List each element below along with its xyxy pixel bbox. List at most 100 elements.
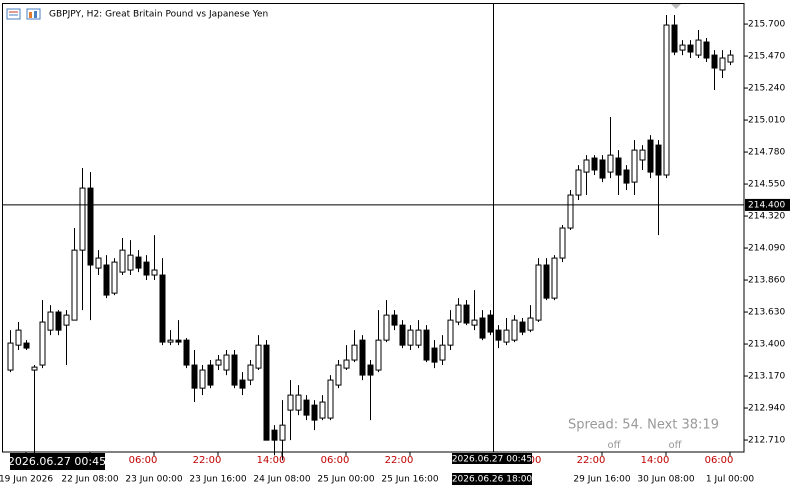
candle-body: [47, 311, 54, 331]
time-mark: 14:00: [257, 455, 286, 466]
candle-body: [479, 317, 486, 339]
candle-body: [623, 169, 630, 184]
candle-body: [207, 364, 214, 386]
candle-body: [727, 54, 734, 63]
candle-body: [311, 404, 318, 421]
candle-body: [407, 329, 414, 346]
candle-body: [711, 54, 718, 69]
candle-body: [327, 379, 334, 419]
candle-body: [183, 339, 190, 366]
candle-body: [583, 159, 590, 173]
time-mark: 06:00: [705, 455, 734, 466]
candle-body: [23, 342, 30, 349]
header-icons: [6, 8, 41, 20]
candle-body: [567, 194, 574, 229]
crosshair-time-label: 2026.06.26 18:00: [452, 475, 533, 485]
candle-body: [463, 304, 470, 324]
y-tick-label: 212.710: [748, 436, 785, 446]
status-flag: off: [607, 440, 621, 451]
icon: [26, 8, 41, 20]
candle-body: [399, 324, 406, 346]
time-mark: 22:00: [193, 455, 222, 466]
icon: [6, 8, 21, 20]
candle-body: [359, 339, 366, 376]
candle-body: [279, 424, 286, 441]
x-tick-label: 25 Jun 00:00: [317, 475, 374, 485]
candle-body: [351, 344, 358, 361]
y-tick-label: 215.010: [748, 116, 785, 126]
candle-body: [271, 429, 278, 441]
candle-body: [191, 364, 198, 389]
candle-body: [231, 354, 238, 386]
y-tick-label: 215.470: [748, 52, 785, 62]
time-mark: 06:00: [321, 455, 350, 466]
cursor-time-box: [452, 453, 532, 464]
candle-body: [151, 269, 158, 276]
candle-body: [575, 169, 582, 196]
candle-body: [63, 314, 70, 326]
y-tick-label: 213.400: [748, 340, 785, 350]
candle-body: [247, 364, 254, 381]
spread-info: Spread: 54. Next 38:19: [568, 418, 719, 433]
candle-body: [343, 359, 350, 369]
candle-body: [199, 369, 206, 389]
x-tick-label: 22 Jun 08:00: [61, 475, 118, 485]
candle-body: [167, 339, 174, 343]
y-tick-label: 214.090: [748, 244, 785, 254]
candle-body: [119, 249, 126, 273]
candle-body: [455, 304, 462, 323]
candle-body: [319, 401, 326, 419]
cursor-time-box: [10, 453, 105, 470]
candle-body: [591, 157, 598, 171]
y-tick-label: 213.860: [748, 276, 785, 286]
candle-body: [655, 144, 662, 176]
y-tick-label: 212.940: [748, 404, 785, 414]
y-tick-label: 215.240: [748, 84, 785, 94]
crosshair-price-box: [745, 198, 790, 211]
y-tick-label: 213.630: [748, 308, 785, 318]
candle-body: [87, 187, 94, 266]
candle-body: [431, 347, 438, 363]
candle-body: [631, 149, 638, 183]
candle-body: [615, 157, 622, 176]
candle-body: [223, 354, 230, 371]
candle-body: [375, 339, 382, 371]
time-mark: 22:00: [385, 455, 414, 466]
x-tick-label: 1 Jul 00:00: [706, 475, 755, 485]
x-tick-label: 24 Jun 08:00: [253, 475, 310, 485]
candle-body: [95, 257, 102, 269]
candle-body: [303, 399, 310, 416]
shift-marker: [671, 4, 681, 9]
candle-body: [527, 317, 534, 331]
status-flag: off: [668, 440, 682, 451]
candle-body: [551, 257, 558, 299]
y-tick-label: 215.700: [748, 20, 785, 30]
candle-body: [535, 264, 542, 321]
candle-body: [383, 314, 390, 341]
candle-body: [39, 321, 46, 366]
candle-body: [15, 329, 22, 346]
candle-body: [391, 314, 398, 326]
y-tick-label: 214.550: [748, 180, 785, 190]
candle-body: [439, 344, 446, 361]
candle-body: [607, 154, 614, 173]
chart-title: GBPJPY, H2: Great Britain Pound vs Japan…: [49, 10, 268, 20]
y-tick-label: 214.320: [748, 212, 785, 222]
candle-body: [215, 359, 222, 366]
candle-body: [159, 274, 166, 343]
candle-body: [143, 261, 150, 276]
candle-body: [103, 264, 110, 296]
x-tick-label: 23 Jun 00:00: [125, 475, 182, 485]
candle-body: [719, 57, 726, 71]
candle-body: [79, 187, 86, 251]
candle-body: [71, 249, 78, 321]
candle-body: [111, 261, 118, 294]
candle-body: [263, 344, 270, 441]
candle-body: [671, 24, 678, 53]
candle-body: [135, 256, 142, 269]
candle-body: [415, 329, 422, 346]
candle-body: [7, 342, 14, 371]
candle-body: [495, 329, 502, 341]
time-mark: 22:00: [577, 455, 606, 466]
